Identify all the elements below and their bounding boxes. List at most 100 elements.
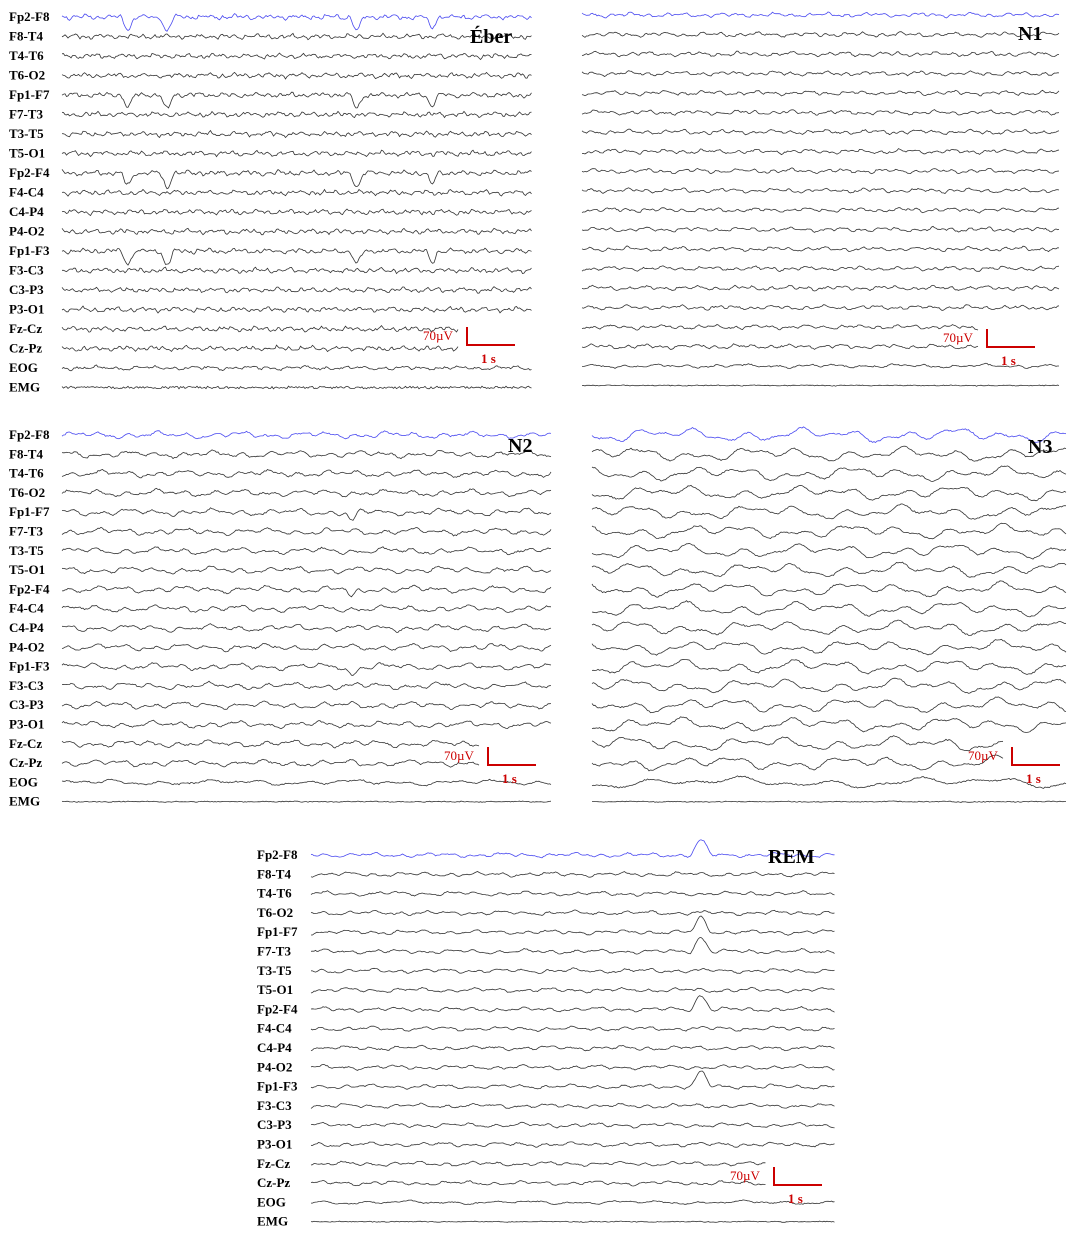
- scale-time-label-rem: 1 s: [788, 1191, 803, 1206]
- trace-n2-p4-o2: [61, 642, 552, 653]
- channel-label-cz-pz: Cz-Pz: [9, 341, 42, 356]
- trace-rem-fp2-f8: [310, 839, 835, 859]
- channel-label-f7-t3: F7-T3: [9, 107, 43, 122]
- trace-n2-t6-o2: [61, 487, 552, 498]
- trace-n2-f4-c4: [61, 604, 552, 614]
- channel-label-fz-cz: Fz-Cz: [257, 1156, 290, 1171]
- channel-label-c3-p3: C3-P3: [9, 697, 44, 712]
- trace-n2-fp1-f3: [61, 662, 552, 676]
- channel-label-f3-c3: F3-C3: [9, 678, 44, 693]
- trace-n3-c4-p4: [591, 619, 1067, 636]
- trace-rem-f8-t4: [310, 871, 835, 878]
- trace-rem-cz-pz: [310, 1179, 766, 1187]
- trace-eber-f3-c3: [62, 266, 532, 275]
- trace-rem-c3-p3: [310, 1121, 835, 1129]
- channel-label-fp2-f4: Fp2-F4: [9, 165, 50, 180]
- trace-n3-p4-o2: [591, 638, 1067, 656]
- scale-amplitude-label-n3: 70µV: [968, 748, 998, 763]
- channel-label-f7-t3: F7-T3: [9, 524, 43, 539]
- channel-label-fp1-f7: Fp1-F7: [257, 924, 298, 939]
- stage-title-eber: Éber: [470, 25, 512, 48]
- trace-n3-fp1-f3: [591, 658, 1067, 675]
- channel-label-fz-cz: Fz-Cz: [9, 736, 42, 751]
- channel-label-fp1-f3: Fp1-F3: [257, 1079, 298, 1094]
- channel-label-fp2-f4: Fp2-F4: [9, 581, 50, 596]
- trace-rem-t5-o1: [310, 986, 835, 994]
- scale-time-label-n1: 1 s: [1001, 353, 1016, 368]
- trace-eber-f4-c4: [61, 188, 532, 197]
- trace-rem-eog: [311, 1199, 835, 1205]
- panel-n1: N1 70µV 1 s: [570, 0, 1067, 400]
- channel-label-f8-t4: F8-T4: [257, 866, 291, 881]
- trace-rem-c4-p4: [310, 1044, 835, 1052]
- trace-eber-fp1-f7: [61, 91, 532, 109]
- trace-n2-t5-o1: [61, 565, 552, 575]
- trace-eber-c3-p3: [61, 286, 532, 294]
- channel-label-t4-t6: T4-T6: [257, 886, 292, 901]
- channel-label-t3-t5: T3-T5: [9, 543, 44, 558]
- trace-n3-eog: [591, 775, 1067, 789]
- trace-rem-f7-t3: [310, 937, 835, 955]
- channel-label-t3-t5: T3-T5: [257, 963, 292, 978]
- trace-n1-f8-t4: [581, 31, 1060, 38]
- scale-amplitude-label-n2: 70µV: [444, 748, 474, 763]
- scale-time-label-n2: 1 s: [502, 771, 517, 786]
- trace-n2-c4-p4: [61, 623, 552, 633]
- trace-n1-fp1-f7: [581, 89, 1060, 97]
- channel-label-c4-p4: C4-P4: [9, 620, 44, 635]
- channel-label-fp1-f7: Fp1-F7: [9, 504, 50, 519]
- trace-rem-t3-t5: [310, 967, 835, 975]
- trace-n3-t4-t6: [591, 465, 1067, 482]
- trace-n2-fp2-f8: [61, 430, 552, 440]
- channel-label-f7-t3: F7-T3: [257, 944, 291, 959]
- trace-n2-fz-cz: [61, 739, 480, 749]
- trace-eber-cz-pz: [61, 344, 459, 353]
- trace-n3-fp2-f8: [591, 426, 1067, 443]
- trace-n1-eog: [581, 362, 1059, 369]
- channel-label-eog: EOG: [257, 1194, 286, 1209]
- trace-n1-fz-cz: [581, 324, 979, 331]
- scale-bar-rem: [773, 1167, 822, 1186]
- eeg-panel-rem: Fp2-F8 F8-T4 T4-T6 T6-O2 Fp1-F7 F7-T3 T3-T5 T5-…: [257, 839, 835, 1229]
- trace-n1-p4-o2: [581, 225, 1060, 233]
- channel-label-f3-c3: F3-C3: [9, 263, 44, 278]
- trace-eber-c4-p4: [61, 208, 532, 217]
- scale-amplitude-label-n1: 70µV: [943, 330, 973, 345]
- trace-n1-cz-pz: [581, 343, 979, 350]
- eeg-panel-eber: Fp2-F8 F8-T4 T4-T6 T6-O2 Fp1-F7 F7-T3 T3-T5 T5-…: [9, 9, 532, 395]
- trace-rem-emg: [310, 1220, 835, 1223]
- channel-label-emg: EMG: [9, 794, 40, 809]
- trace-eber-p4-o2: [61, 227, 532, 236]
- scale-bar-eber: [466, 327, 515, 346]
- channel-label-p3-o1: P3-O1: [257, 1137, 292, 1152]
- trace-rem-p4-o2: [310, 1063, 835, 1071]
- channel-label-t6-o2: T6-O2: [257, 905, 293, 920]
- channel-label-fp1-f3: Fp1-F3: [9, 243, 50, 258]
- trace-n2-t4-t6: [61, 469, 552, 479]
- channel-label-p4-o2: P4-O2: [257, 1059, 292, 1074]
- trace-rem-fp1-f7: [311, 915, 835, 936]
- channel-label-t4-t6: T4-T6: [9, 48, 44, 63]
- trace-n3-t6-o2: [591, 484, 1067, 502]
- trace-n2-emg: [61, 800, 552, 803]
- trace-n2-f3-c3: [61, 680, 552, 691]
- trace-n1-t6-o2: [581, 70, 1060, 77]
- channel-label-t6-o2: T6-O2: [9, 68, 45, 83]
- trace-rem-p3-o1: [310, 1141, 835, 1148]
- trace-n1-fp2-f4: [581, 167, 1060, 175]
- trace-n2-cz-pz: [61, 758, 480, 768]
- scale-time-label-n3: 1 s: [1026, 771, 1041, 786]
- trace-n2-f7-t3: [61, 526, 552, 537]
- trace-n3-cz-pz: [591, 754, 1004, 772]
- channel-label-f8-t4: F8-T4: [9, 29, 43, 44]
- stage-title-n2: N2: [508, 435, 532, 457]
- panel-eber: Fp2-F8 F8-T4 T4-T6 T6-O2 Fp1-F7 F7-T3 T3-T5 T5-…: [0, 0, 540, 400]
- channel-label-eog: EOG: [9, 360, 38, 375]
- trace-eber-fp2-f8: [61, 13, 532, 32]
- channel-label-f4-c4: F4-C4: [9, 601, 44, 616]
- panel-n3: N3 70µV 1 s: [580, 415, 1067, 810]
- trace-eber-fp2-f4: [61, 169, 532, 190]
- eeg-panel-n3: N3 70µV 1 s: [591, 426, 1067, 803]
- trace-n3-fp1-f7: [591, 503, 1067, 520]
- trace-n3-f8-t4: [591, 445, 1067, 462]
